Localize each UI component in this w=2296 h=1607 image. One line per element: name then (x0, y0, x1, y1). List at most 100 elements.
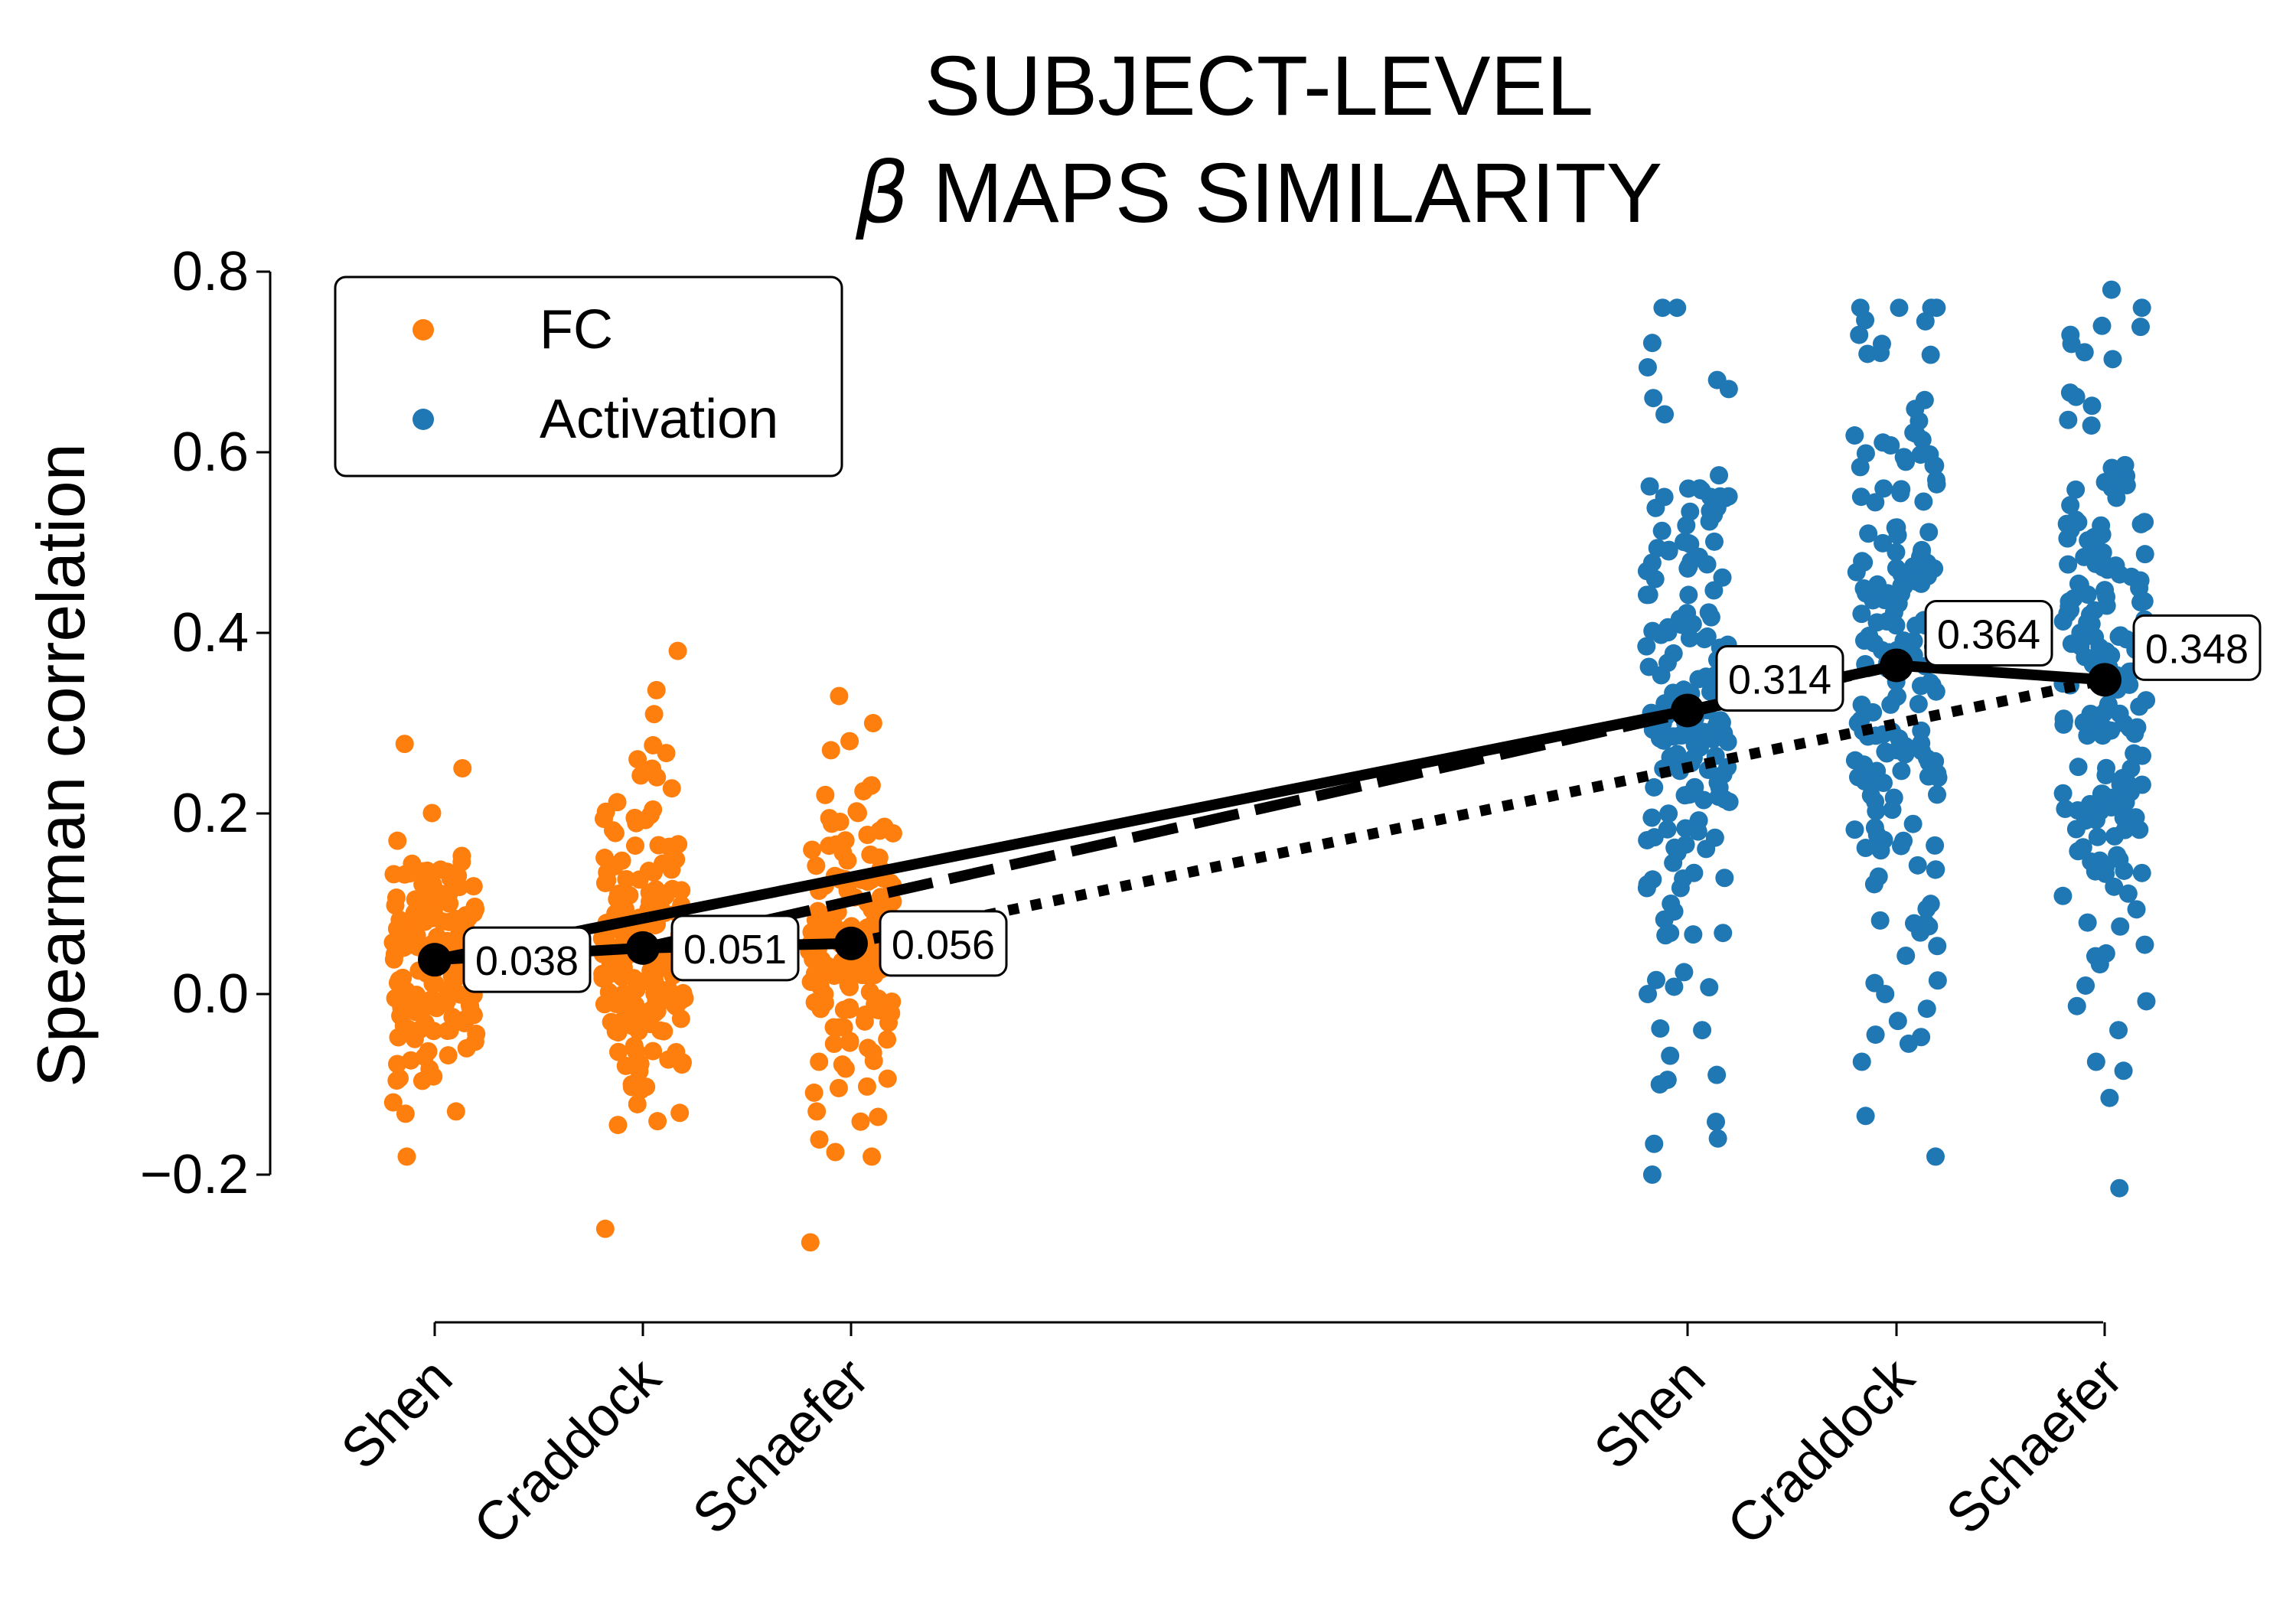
data-point-activation (1877, 612, 1896, 631)
data-point-activation (2131, 514, 2151, 533)
data-point-activation (1855, 772, 1874, 791)
data-point-activation (1874, 479, 1893, 498)
data-point-activation (1874, 533, 1893, 553)
legend-marker (413, 319, 434, 341)
data-point-activation (1866, 493, 1885, 512)
data-point-activation (1867, 802, 1886, 821)
data-point-activation (1718, 732, 1737, 751)
data-point-activation (1697, 667, 1716, 686)
data-point-activation (1704, 581, 1724, 600)
data-point-activation (1656, 926, 1675, 945)
data-point-activation (1704, 532, 1724, 551)
data-point-fc (670, 1103, 690, 1123)
data-point-fc (627, 813, 646, 833)
data-point-fc (628, 1094, 647, 1113)
data-point-fc (805, 993, 824, 1012)
data-point-activation (1913, 742, 1932, 761)
data-point-fc (801, 1233, 820, 1252)
mean-marker (1880, 648, 1913, 683)
data-point-fc (419, 903, 439, 922)
data-point-fc (628, 750, 647, 769)
data-point-activation (1876, 985, 1895, 1003)
data-point-activation (2069, 758, 2088, 777)
data-point-activation (1869, 771, 1888, 790)
data-point-activation (1860, 626, 1879, 645)
data-point-activation (2132, 746, 2151, 765)
mean-value-box (462, 926, 592, 993)
data-point-activation (1887, 543, 1906, 562)
data-point-activation (1710, 466, 1729, 485)
data-point-fc (801, 973, 820, 992)
data-point-activation (1645, 828, 1664, 847)
data-point-activation (1638, 358, 1657, 377)
data-point-activation (1921, 345, 1940, 364)
data-point-activation (1896, 946, 1916, 965)
data-point-activation (2130, 820, 2149, 839)
data-point-activation (1676, 835, 1695, 854)
data-point-fc (386, 896, 405, 915)
data-point-activation (2109, 1021, 2128, 1040)
data-point-fc (467, 1025, 486, 1044)
data-point-fc (395, 735, 414, 754)
data-point-fc (599, 983, 618, 1002)
data-point-activation (1640, 477, 1659, 496)
data-point-activation (1926, 682, 1945, 701)
data-point-activation (2110, 1178, 2129, 1198)
data-point-activation (1896, 745, 1915, 764)
data-point-activation (1919, 917, 1939, 936)
data-point-fc (840, 1033, 859, 1052)
data-point-fc (641, 892, 660, 911)
data-point-fc (864, 1051, 883, 1071)
data-point-activation (1639, 985, 1658, 1003)
data-point-activation (1671, 726, 1690, 745)
data-point-activation (2085, 648, 2104, 667)
data-point-activation (1700, 978, 1719, 997)
data-point-activation (1701, 683, 1720, 702)
data-point-activation (2053, 784, 2073, 803)
data-point-activation (1856, 311, 1875, 330)
data-point-activation (1707, 1112, 1726, 1131)
data-point-activation (2115, 820, 2135, 839)
data-point-activation (1684, 925, 1703, 944)
title-line-2: β MAPS SIMILARITY (855, 144, 1662, 242)
data-point-activation (2096, 766, 2115, 785)
data-point-activation (1647, 970, 1666, 989)
data-point-fc (439, 1046, 458, 1065)
data-point-activation (2071, 637, 2090, 656)
data-point-fc (668, 641, 687, 660)
data-point-activation (2076, 976, 2095, 995)
data-point-activation (2093, 726, 2112, 745)
data-point-activation (2132, 863, 2151, 882)
data-point-activation (1719, 380, 1738, 399)
data-point-activation (1919, 523, 1939, 542)
data-point-activation (1850, 325, 1869, 344)
data-point-activation (1926, 860, 1945, 879)
data-point-activation (1651, 1019, 1670, 1038)
data-point-activation (2067, 996, 2086, 1015)
data-point-activation (1908, 856, 1927, 875)
data-point-fc (810, 1130, 829, 1149)
data-point-fc (457, 1038, 476, 1058)
data-point-fc (413, 862, 432, 881)
data-point-activation (2120, 675, 2139, 694)
data-point-activation (2132, 298, 2151, 318)
data-point-fc (670, 992, 690, 1011)
data-point-activation (1672, 615, 1691, 634)
data-point-fc (388, 831, 407, 850)
data-point-fc (855, 1012, 874, 1031)
data-point-activation (1639, 657, 1658, 676)
data-point-fc (397, 1147, 416, 1166)
data-point-activation (1700, 512, 1719, 531)
data-point-activation (2059, 555, 2078, 574)
data-point-fc (401, 1051, 420, 1070)
data-point-activation (2088, 827, 2107, 846)
data-point-activation (1912, 721, 1931, 740)
mean-marker (1671, 693, 1704, 728)
legend-label: FC (540, 299, 613, 360)
data-point-activation (1928, 971, 1947, 990)
data-point-fc (617, 869, 636, 888)
legend-label: Activation (540, 389, 778, 450)
legend-marker (413, 409, 434, 430)
data-point-activation (1887, 687, 1906, 706)
